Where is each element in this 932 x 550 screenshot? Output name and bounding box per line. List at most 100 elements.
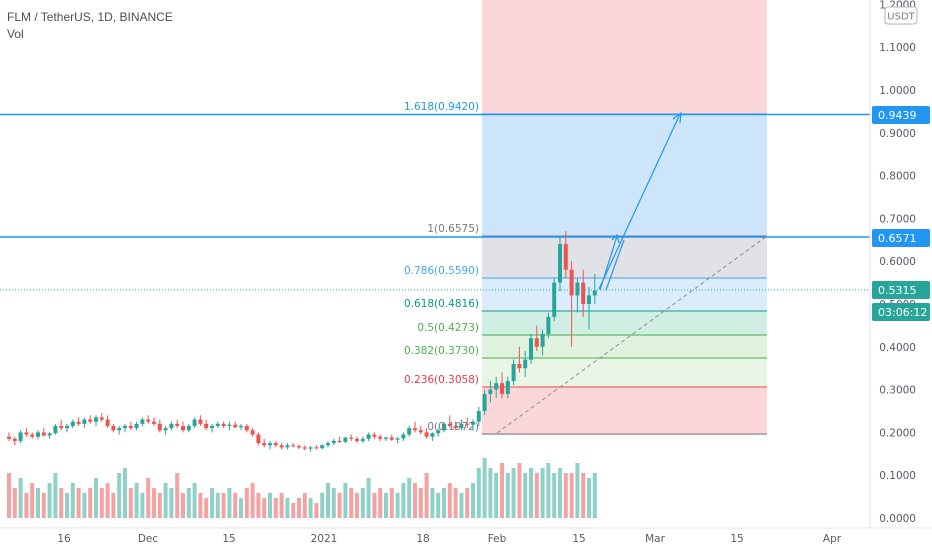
volume-bar xyxy=(389,488,394,518)
volume-bar xyxy=(395,493,400,518)
candle-body xyxy=(563,244,568,270)
fib-level-label: 0.786(0.5590) xyxy=(404,265,479,277)
candle-body xyxy=(471,421,475,425)
fib-zone-382-to-236 xyxy=(482,359,767,388)
fib-zone-top-red xyxy=(482,0,767,114)
volume-bar xyxy=(366,478,371,518)
candle-body xyxy=(94,417,98,422)
candle-body xyxy=(30,434,35,437)
projection-arrow-long[interactable] xyxy=(598,111,682,290)
candle-body xyxy=(505,381,510,394)
price-tick-label: 0.9000 xyxy=(879,128,916,140)
volume-bar xyxy=(221,493,226,518)
volume-bar xyxy=(233,493,238,518)
volume-bar xyxy=(70,483,75,518)
volume-bar xyxy=(239,498,243,518)
volume-bar xyxy=(186,488,191,518)
candle-body xyxy=(476,411,481,422)
candle-body xyxy=(349,437,354,439)
volume-bar xyxy=(250,483,255,518)
candle-body xyxy=(569,269,574,296)
volume-bar xyxy=(563,473,568,518)
volume-bar xyxy=(128,488,133,518)
candle-body xyxy=(482,393,487,411)
volume-bar xyxy=(99,488,104,518)
time-scale-labels: 16 Dec 15 2021 18 Feb 15 Mar 15 Apr xyxy=(57,533,841,545)
time-label: Apr xyxy=(823,533,842,545)
candle-body xyxy=(494,383,499,390)
candle-body xyxy=(343,437,348,442)
time-label: 2021 xyxy=(311,533,338,545)
candle-body xyxy=(407,428,412,435)
time-label: 15 xyxy=(572,533,585,545)
time-label: 15 xyxy=(730,533,743,545)
projection-arrow-short[interactable] xyxy=(599,233,625,291)
candle-body xyxy=(384,437,388,439)
volume-bar xyxy=(215,493,220,518)
volume-bar xyxy=(418,488,423,518)
volume-bar xyxy=(436,493,441,518)
fib-level-label: 0.5(0.4273) xyxy=(417,322,479,334)
volume-bar xyxy=(302,493,307,518)
candle-body xyxy=(424,432,429,437)
volume-bars xyxy=(7,458,597,518)
candle-body xyxy=(134,423,139,429)
candle-body xyxy=(314,447,319,449)
volume-bar xyxy=(291,503,296,518)
price-tag xyxy=(872,281,930,299)
candle-body xyxy=(204,423,209,429)
candle-body xyxy=(82,419,87,424)
volume-bar xyxy=(53,473,58,518)
candle-body xyxy=(540,333,545,347)
candle-body xyxy=(546,316,551,334)
candle-body xyxy=(552,282,557,317)
candle-body xyxy=(326,443,330,446)
candle-body xyxy=(239,425,243,428)
volume-bar xyxy=(476,468,481,518)
price-scale-panel[interactable] xyxy=(870,0,932,528)
candle-body xyxy=(331,440,336,444)
volume-bar xyxy=(505,473,510,518)
volume-bar xyxy=(523,473,528,518)
volume-bar xyxy=(430,488,435,518)
time-scale-panel[interactable] xyxy=(0,528,932,550)
candle-body xyxy=(413,428,417,431)
currency-badge[interactable]: USDT xyxy=(884,6,918,25)
time-label: Dec xyxy=(138,533,159,545)
fib-zone-extension-blue xyxy=(482,114,767,237)
candle-body xyxy=(105,419,110,426)
volume-bar xyxy=(378,488,383,518)
volume-bar xyxy=(36,488,40,518)
price-tag-label: 0.5315 xyxy=(878,284,917,297)
candle-body xyxy=(500,383,504,394)
candle-body xyxy=(186,425,191,431)
candle-body xyxy=(291,445,296,447)
candle-body xyxy=(36,432,40,437)
volume-bar xyxy=(459,493,464,518)
candle-body xyxy=(372,434,377,437)
price-tick-label: 1.0000 xyxy=(879,85,916,97)
price-tick-label: 0.8000 xyxy=(879,171,916,183)
candle-body xyxy=(192,419,197,426)
candle-body xyxy=(297,446,301,448)
candle-body xyxy=(169,423,174,429)
volume-bar xyxy=(326,483,330,518)
candle-body xyxy=(285,445,290,448)
volume-bar xyxy=(152,488,156,518)
candle-body xyxy=(581,282,586,304)
price-tag xyxy=(872,106,930,124)
candle-body xyxy=(529,338,533,360)
candle-body xyxy=(256,434,261,444)
price-scale-tags: 0.9439 0.6571 0.5315 03:06:12 xyxy=(872,106,930,321)
candle-body xyxy=(395,438,400,440)
candle-body xyxy=(59,425,64,429)
volume-bar xyxy=(117,473,122,518)
volume-bar xyxy=(529,468,533,518)
fib-level-label: 0.618(0.4816) xyxy=(404,298,479,310)
candle-body xyxy=(587,295,591,304)
candle-body xyxy=(250,430,255,435)
price-tick-label: 1.2000 xyxy=(879,0,916,11)
volume-bar xyxy=(94,478,98,518)
candle-body xyxy=(447,423,452,426)
